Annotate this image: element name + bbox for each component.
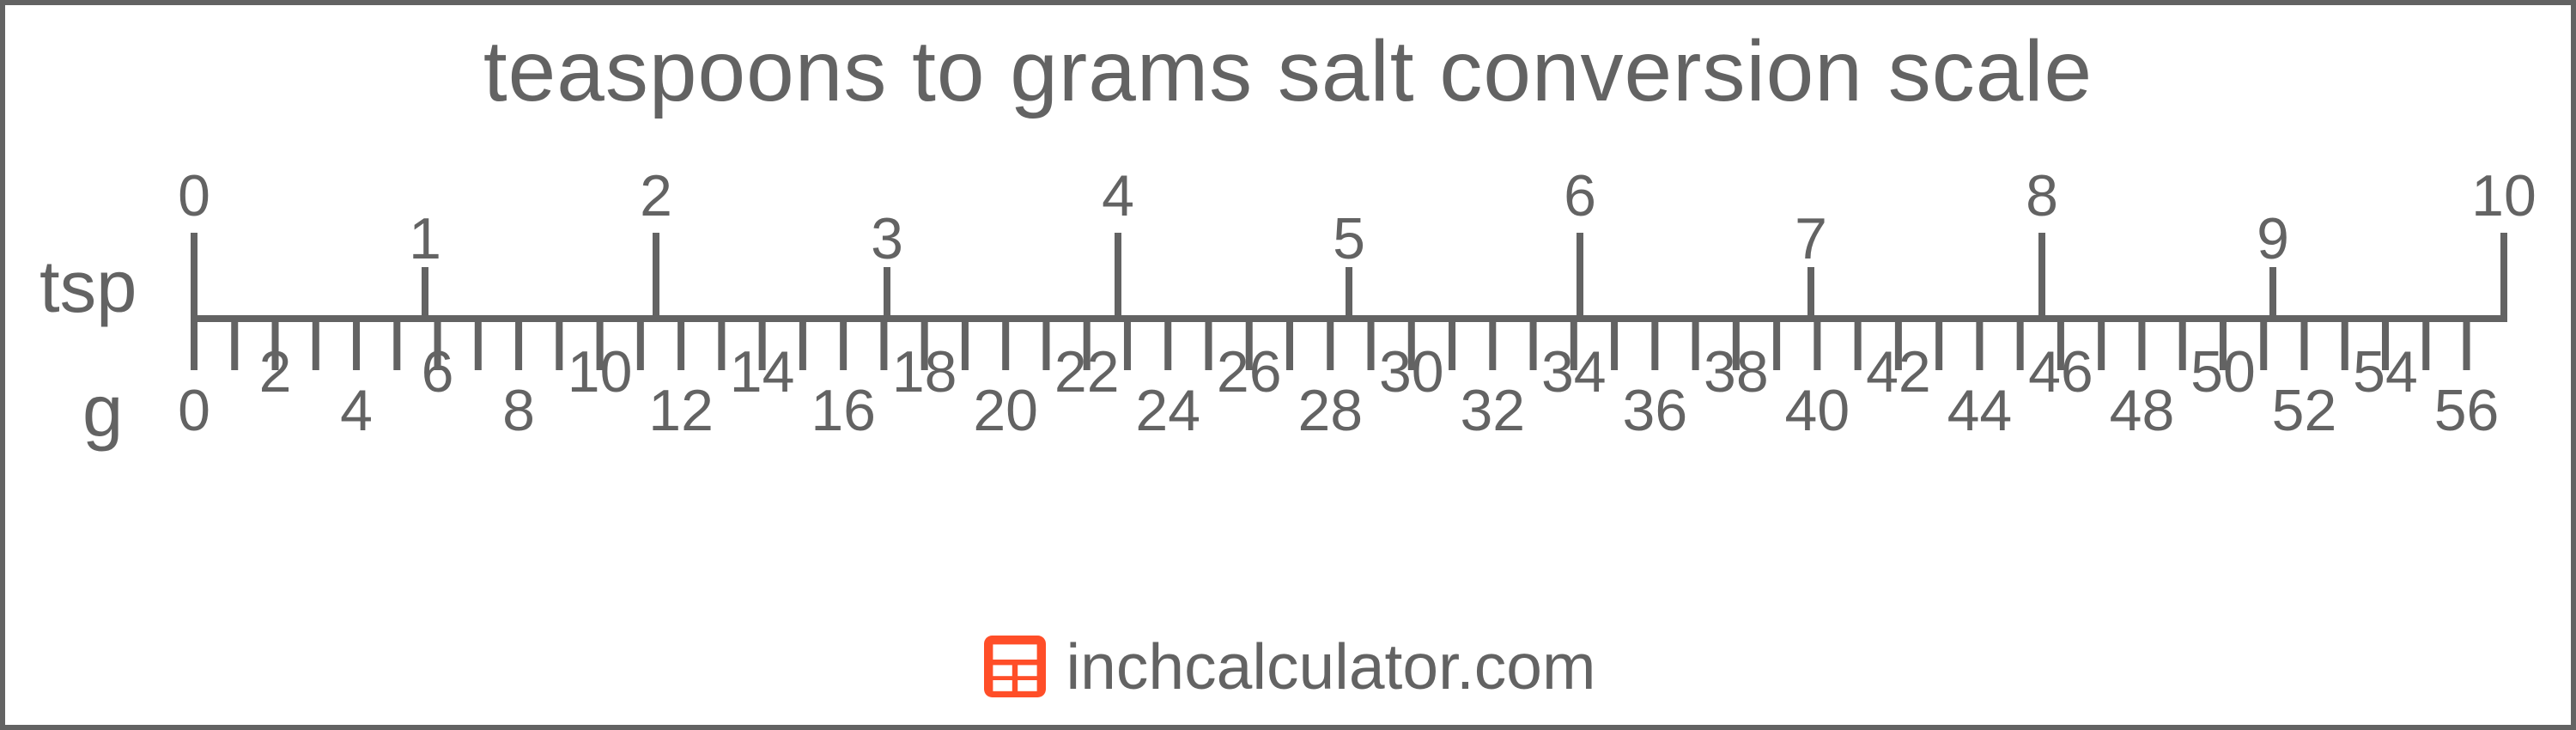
svg-text:50: 50 <box>2190 339 2256 405</box>
svg-text:54: 54 <box>2353 339 2418 405</box>
svg-text:20: 20 <box>973 378 1038 443</box>
svg-text:16: 16 <box>811 378 876 443</box>
footer: inchcalculator.com <box>981 630 1596 703</box>
svg-text:24: 24 <box>1135 378 1200 443</box>
svg-text:6: 6 <box>422 339 454 405</box>
chart-title: teaspoons to grams salt conversion scale <box>483 22 2093 121</box>
svg-text:46: 46 <box>2028 339 2093 405</box>
svg-text:8: 8 <box>2026 163 2058 228</box>
svg-text:42: 42 <box>1866 339 1931 405</box>
svg-text:26: 26 <box>1217 339 1282 405</box>
svg-text:10: 10 <box>568 339 633 405</box>
ruler-svg: 0123456789100246810121416182022242628303… <box>5 121 2576 533</box>
svg-text:2: 2 <box>640 163 672 228</box>
conversion-scale-container: teaspoons to grams salt conversion scale… <box>0 0 2576 730</box>
scale-area: tsp g 0123456789100246810121416182022242… <box>5 121 2571 630</box>
svg-text:1: 1 <box>409 206 441 271</box>
svg-text:36: 36 <box>1623 378 1688 443</box>
svg-text:12: 12 <box>648 378 714 443</box>
footer-text: inchcalculator.com <box>1066 630 1596 703</box>
svg-text:34: 34 <box>1541 339 1607 405</box>
svg-text:40: 40 <box>1785 378 1850 443</box>
svg-text:5: 5 <box>1333 206 1365 271</box>
svg-text:32: 32 <box>1460 378 1525 443</box>
svg-text:7: 7 <box>1795 206 1827 271</box>
svg-text:52: 52 <box>2272 378 2337 443</box>
svg-text:4: 4 <box>340 378 373 443</box>
svg-text:14: 14 <box>730 339 795 405</box>
svg-text:3: 3 <box>871 206 903 271</box>
svg-text:6: 6 <box>1564 163 1596 228</box>
svg-text:2: 2 <box>259 339 292 405</box>
svg-text:56: 56 <box>2434 378 2500 443</box>
svg-text:10: 10 <box>2471 163 2537 228</box>
svg-text:0: 0 <box>178 163 210 228</box>
svg-text:18: 18 <box>892 339 957 405</box>
svg-text:22: 22 <box>1054 339 1120 405</box>
svg-text:28: 28 <box>1297 378 1363 443</box>
svg-text:4: 4 <box>1102 163 1134 228</box>
svg-text:38: 38 <box>1704 339 1769 405</box>
svg-text:44: 44 <box>1947 378 2013 443</box>
svg-text:0: 0 <box>178 378 210 443</box>
calculator-icon <box>981 632 1049 701</box>
svg-text:8: 8 <box>502 378 535 443</box>
svg-text:9: 9 <box>2257 206 2289 271</box>
svg-text:30: 30 <box>1379 339 1444 405</box>
svg-text:48: 48 <box>2110 378 2175 443</box>
